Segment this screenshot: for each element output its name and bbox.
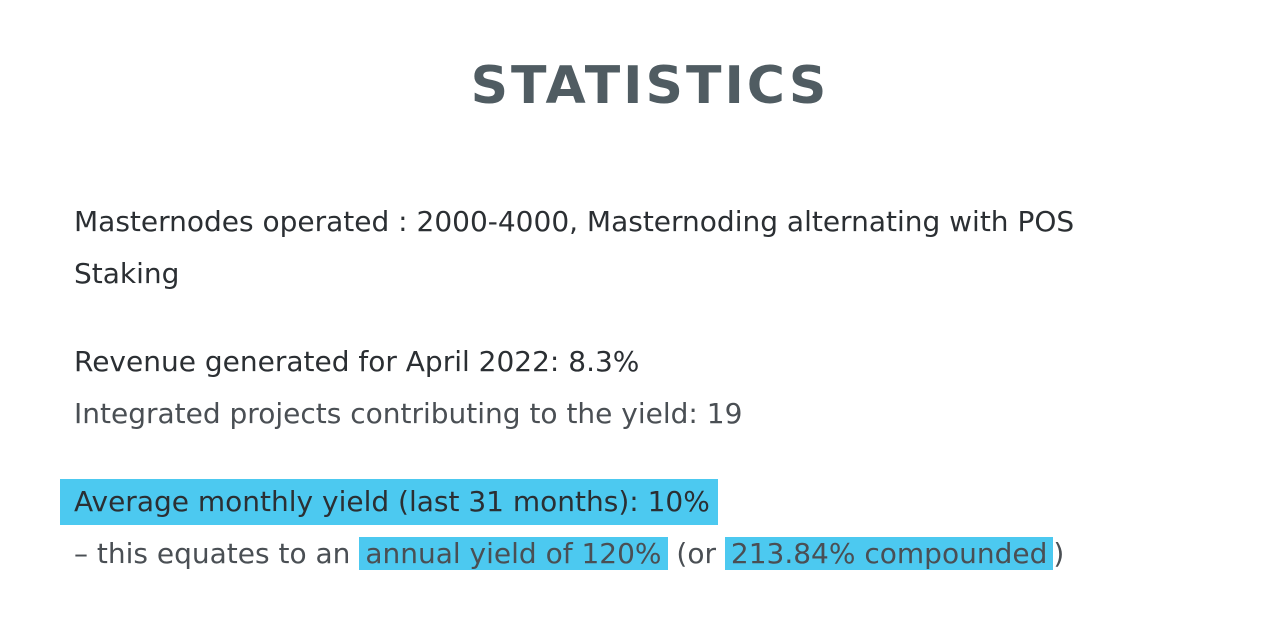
average-yield-highlight: Average monthly yield (last 31 months): … xyxy=(60,479,718,525)
equates-middle: (or xyxy=(667,537,725,570)
page-title: STATISTICS xyxy=(470,56,830,116)
equates-suffix: ) xyxy=(1053,537,1065,570)
masternodes-line2: Staking xyxy=(74,257,180,290)
masternodes-line1: Masternodes operated : 2000-4000, Master… xyxy=(74,205,1075,238)
compounded-highlight: 213.84% compounded xyxy=(724,537,1054,570)
integrated-projects-text: Integrated projects contributing to the … xyxy=(74,397,743,430)
statistics-content: Masternodes operated : 2000-4000, Master… xyxy=(60,196,1244,580)
annual-yield-highlight: annual yield of 120% xyxy=(359,537,668,570)
equates-prefix: – this equates to an xyxy=(74,537,360,570)
average-yield-text: Average monthly yield (last 31 months): … xyxy=(60,476,1244,528)
revenue-text: Revenue generated for April 2022: 8.3% xyxy=(74,345,640,378)
equates-text: – this equates to an annual yield of 120… xyxy=(74,528,1244,580)
masternodes-text: Masternodes operated : 2000-4000, Master… xyxy=(74,196,1244,300)
